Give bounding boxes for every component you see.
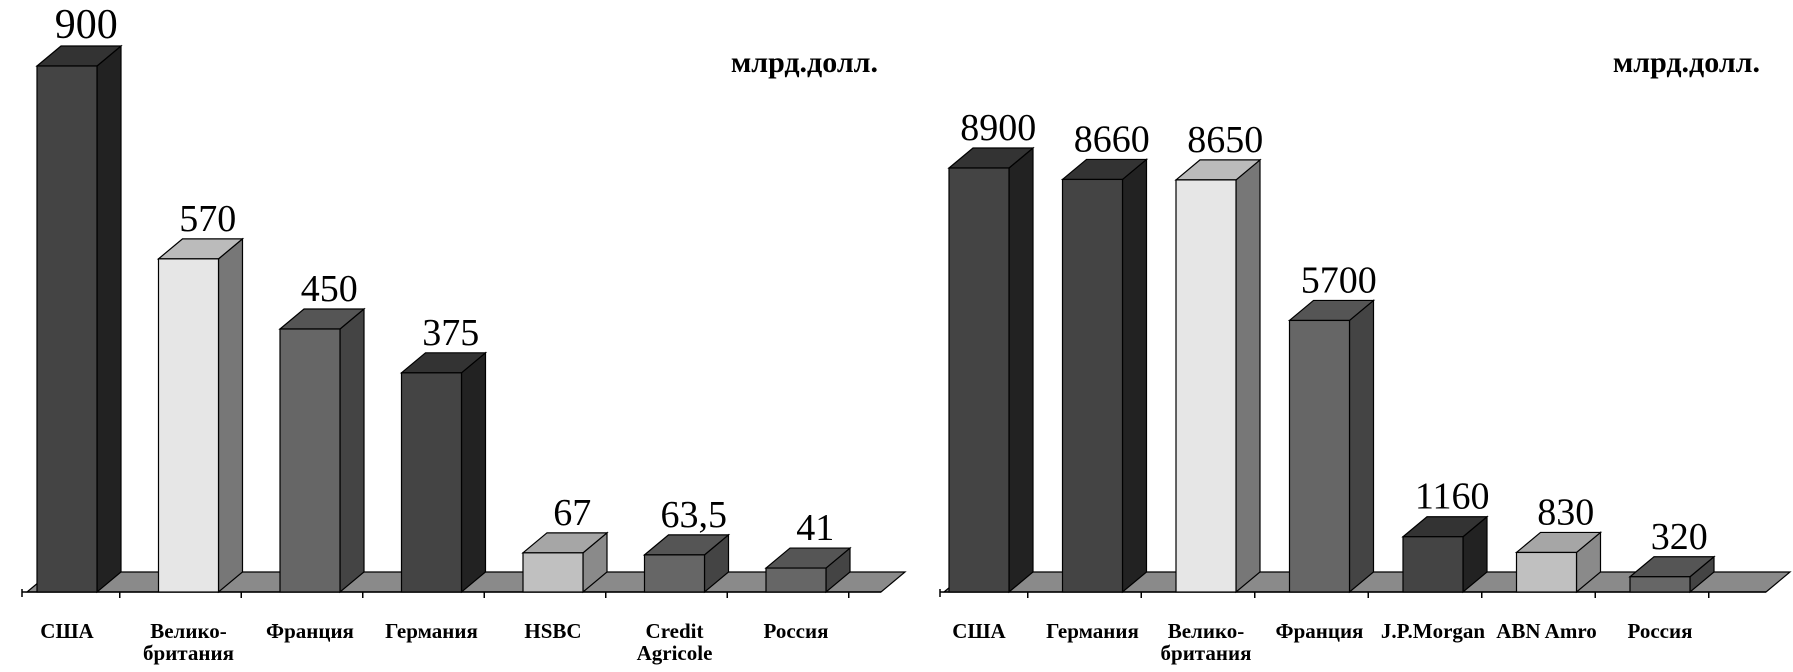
bar-front	[1629, 576, 1691, 593]
bar-side	[1121, 158, 1148, 594]
category-label: J.P.Morgan	[1381, 619, 1486, 643]
bar	[764, 546, 852, 594]
chart-2: млрд.долл. 8900 США 8660 Германия 8650 Велико-…	[939, 46, 1792, 665]
category-label: ABN Amro	[1496, 619, 1597, 643]
chart-1: млрд.долл. 900 США 570 Велико-британия 450 Фра…	[21, 2, 907, 665]
bar-front	[1515, 551, 1578, 593]
bar-front	[1402, 536, 1464, 593]
data-label: 41	[796, 507, 834, 549]
category-label: Германия	[385, 619, 478, 643]
category-label: США	[40, 619, 94, 643]
data-label: 8660	[1074, 118, 1150, 160]
data-label: 450	[301, 268, 358, 310]
data-label: 67	[553, 492, 591, 534]
category-label: США	[952, 619, 1006, 643]
bar	[1287, 299, 1376, 594]
data-label: 900	[55, 2, 118, 48]
bar	[399, 351, 488, 594]
category-label: Германия	[1046, 619, 1139, 643]
category-label: Франция	[266, 619, 354, 643]
bar	[278, 307, 366, 594]
data-label: 570	[179, 198, 236, 240]
bar-front	[157, 258, 220, 593]
data-label: 1160	[1415, 476, 1490, 518]
data-label: 320	[1651, 516, 1708, 558]
bar	[1060, 158, 1149, 594]
bar-side	[339, 307, 365, 594]
bar	[1401, 515, 1489, 594]
bar-front	[1061, 178, 1124, 593]
bar-side	[1235, 158, 1261, 594]
bar-front	[948, 167, 1010, 593]
bar-front	[765, 567, 827, 593]
bar	[521, 531, 609, 594]
category-label: Велико-британия	[143, 619, 234, 665]
bar-side	[96, 44, 122, 594]
data-label: 375	[422, 312, 479, 354]
bar-side	[1008, 146, 1034, 594]
bar-side	[217, 237, 244, 594]
bar-front	[279, 328, 341, 593]
bar	[1174, 158, 1262, 594]
bar-front	[522, 552, 584, 593]
data-label: 5700	[1301, 259, 1377, 301]
data-label: 830	[1537, 491, 1594, 533]
bar	[642, 533, 731, 594]
category-label: Велико-британия	[1161, 619, 1252, 665]
category-label: Россия	[764, 619, 829, 643]
unit-label: млрд.долл.	[731, 46, 878, 79]
bar-front	[643, 554, 706, 593]
bar-front	[36, 65, 98, 593]
bar	[156, 237, 245, 594]
bar-side	[460, 351, 487, 594]
data-label: 8900	[960, 107, 1036, 149]
unit-label: млрд.долл.	[1613, 46, 1760, 79]
data-label: 63,5	[660, 494, 727, 536]
bar	[947, 146, 1035, 594]
category-label: Франция	[1276, 619, 1364, 643]
bar	[35, 44, 123, 594]
bar-front	[400, 372, 463, 593]
category-label: Credit Agricole	[637, 619, 713, 665]
bar	[1628, 555, 1716, 594]
bar-front	[1288, 319, 1351, 593]
data-label: 8650	[1187, 119, 1263, 161]
bar	[1514, 531, 1603, 594]
category-label: Россия	[1628, 619, 1693, 643]
bar-front	[1175, 179, 1237, 593]
category-label: HSBC	[524, 619, 581, 643]
bar-side	[1348, 299, 1375, 594]
